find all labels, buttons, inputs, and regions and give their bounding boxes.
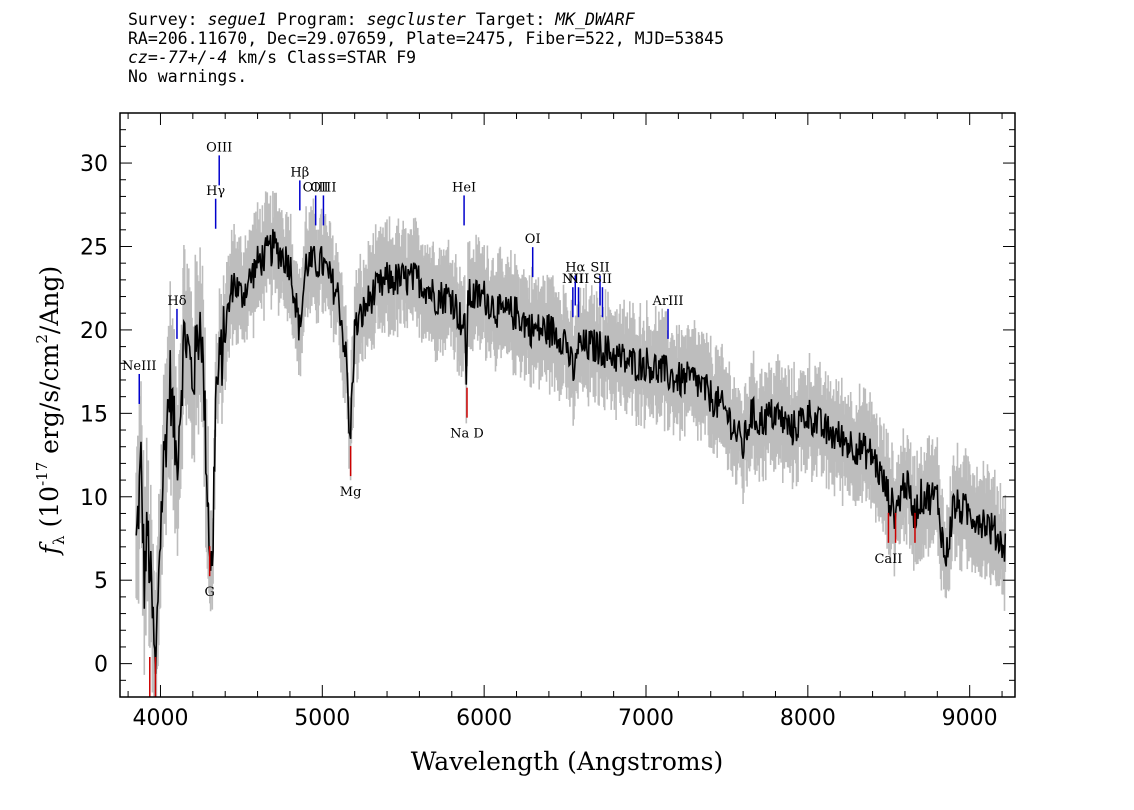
- y-axis-title-f: f: [35, 541, 64, 556]
- emission-line-label: OIII: [206, 140, 232, 155]
- y-tick-label: 20: [80, 319, 108, 344]
- y-axis-title-close: /Ang): [35, 266, 64, 334]
- emission-line-label: SII: [593, 272, 612, 287]
- x-tick-label: 7000: [618, 706, 674, 731]
- header-line-redshift: cz=-77+/-4 km/s Class=STAR F9: [128, 48, 724, 67]
- program-prefix: Program:: [267, 10, 367, 29]
- x-tick-label: 9000: [942, 706, 998, 731]
- emission-line-label: ArIII: [651, 294, 683, 309]
- header-line-coords: RA=206.11670, Dec=29.07659, Plate=2475, …: [128, 29, 725, 48]
- plot-frame: [119, 112, 1016, 698]
- header-line-survey: Survey: segue1 Program: segcluster Targe…: [128, 10, 724, 29]
- x-tick-label: 6000: [456, 706, 512, 731]
- y-tick-label: 10: [80, 486, 108, 511]
- emission-line-label: Hγ: [206, 184, 225, 199]
- emission-line-label: NII: [568, 272, 590, 287]
- y-tick-label: 25: [80, 235, 108, 260]
- x-tick-label: 5000: [294, 706, 350, 731]
- absorption-line-label: G: [204, 585, 214, 600]
- y-tick-label: 30: [80, 152, 108, 177]
- y-tick-label: 5: [94, 569, 108, 594]
- y-axis-title-exp1: -17: [33, 462, 51, 486]
- emission-line-label: Hα: [565, 261, 585, 276]
- x-axis-title: Wavelength (Angstroms): [411, 747, 723, 776]
- absorption-line-label: Na D: [450, 427, 484, 442]
- emission-line-label: Hδ: [167, 294, 186, 309]
- ticks-layer: 4000 5000 6000 7000 8000 9000 0 5 10 15 20 25 30: [80, 113, 1015, 731]
- flux-layer: [135, 229, 1007, 674]
- target-prefix: Target:: [465, 10, 556, 29]
- program-name: segcluster: [366, 10, 466, 29]
- emission-line-label: OIII: [303, 180, 329, 195]
- y-axis-title-exp2: 2: [33, 334, 51, 344]
- cz-value: -77+/-4: [157, 48, 228, 67]
- spectrum-header: Survey: segue1 Program: segcluster Targe…: [128, 10, 724, 86]
- absorption-line-label: CaII: [874, 552, 902, 567]
- survey-prefix: Survey:: [128, 10, 208, 29]
- absorption-line-label: Mg: [340, 485, 362, 500]
- cz-prefix: cz=: [128, 48, 158, 67]
- y-axis-title-mid: erg/s/cm: [35, 343, 64, 461]
- y-tick-label: 0: [94, 653, 108, 678]
- axes-layer: [119, 112, 1016, 698]
- header-line-warnings: No warnings.: [128, 67, 248, 86]
- y-tick-label: 15: [80, 402, 108, 427]
- x-tick-label: 4000: [132, 706, 188, 731]
- emission-line-label: NeIII: [122, 359, 156, 374]
- emission-line-label: NII: [562, 272, 584, 287]
- emission-line-label: Hβ: [290, 165, 309, 180]
- y-axis-title-sub: λ: [50, 535, 68, 545]
- x-tick-label: 8000: [780, 706, 836, 731]
- y-axis-title: fλ (10-17 erg/s/cm2/Ang): [33, 266, 68, 556]
- flux-line: [135, 229, 1007, 674]
- y-axis-title-open: (10: [35, 486, 64, 536]
- emission-line-label: OI: [525, 232, 541, 247]
- class-text: km/s Class=STAR F9: [227, 48, 417, 67]
- survey-name: segue1: [207, 10, 268, 29]
- target-name: MK_DWARF: [555, 10, 635, 29]
- emission-line-label: SII: [590, 261, 609, 276]
- emission-line-label: HeI: [452, 180, 476, 195]
- emission-line-label: OIII: [310, 180, 336, 195]
